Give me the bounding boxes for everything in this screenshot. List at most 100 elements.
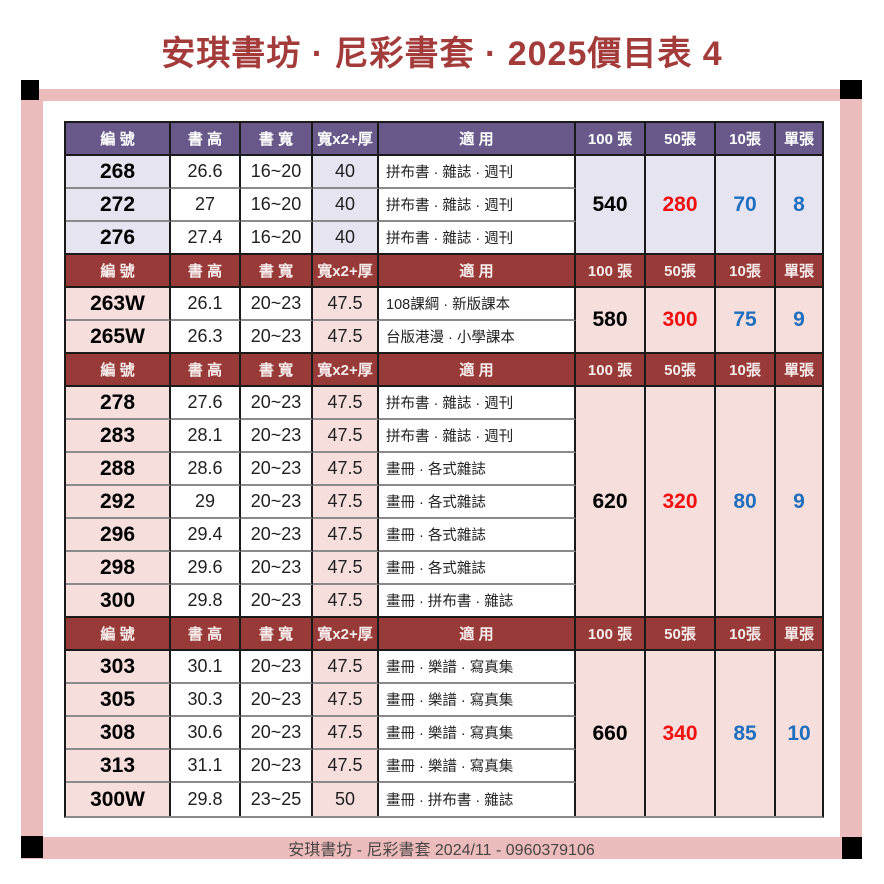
column-header: 編 號 — [66, 354, 171, 387]
price-p100-cell: 660 — [576, 651, 646, 816]
column-header: 書 寬 — [241, 354, 313, 387]
book-width-cell: 20~23 — [241, 453, 313, 486]
usage-cell: 畫冊 · 各式雜誌 — [379, 519, 576, 552]
item-code-cell: 296 — [66, 519, 171, 552]
column-header: 50張 — [646, 354, 716, 387]
item-code-cell: 308 — [66, 717, 171, 750]
price-p10-cell: 70 — [716, 156, 776, 255]
book-height-cell: 26.1 — [171, 288, 241, 321]
column-header: 適 用 — [379, 618, 576, 651]
book-height-cell: 29.8 — [171, 783, 241, 816]
book-width-cell: 20~23 — [241, 420, 313, 453]
item-code-cell: 283 — [66, 420, 171, 453]
column-header: 書 高 — [171, 354, 241, 387]
item-code-cell: 313 — [66, 750, 171, 783]
column-header: 寬x2+厚 — [313, 354, 379, 387]
corner-mark-bottom-right — [842, 837, 862, 859]
book-width-cell: 16~20 — [241, 222, 313, 255]
book-height-cell: 31.1 — [171, 750, 241, 783]
price-p10-cell: 75 — [716, 288, 776, 354]
width2-thickness-cell: 47.5 — [313, 486, 379, 519]
usage-cell: 拼布書 · 雜誌 · 週刊 — [379, 420, 576, 453]
width2-thickness-cell: 47.5 — [313, 585, 379, 618]
item-code-cell: 298 — [66, 552, 171, 585]
book-height-cell: 30.1 — [171, 651, 241, 684]
column-header: 50張 — [646, 618, 716, 651]
column-header: 100 張 — [576, 255, 646, 288]
item-code-cell: 303 — [66, 651, 171, 684]
column-header: 書 寬 — [241, 123, 313, 156]
width2-thickness-cell: 40 — [313, 222, 379, 255]
column-header: 50張 — [646, 123, 716, 156]
book-width-cell: 20~23 — [241, 321, 313, 354]
price-p1-cell: 10 — [776, 651, 822, 816]
column-header: 10張 — [716, 618, 776, 651]
book-height-cell: 30.6 — [171, 717, 241, 750]
book-height-cell: 28.1 — [171, 420, 241, 453]
width2-thickness-cell: 47.5 — [313, 420, 379, 453]
width2-thickness-cell: 47.5 — [313, 519, 379, 552]
item-code-cell: 265W — [66, 321, 171, 354]
width2-thickness-cell: 47.5 — [313, 552, 379, 585]
book-height-cell: 27.6 — [171, 387, 241, 420]
book-height-cell: 27.4 — [171, 222, 241, 255]
usage-cell: 畫冊 · 各式雜誌 — [379, 552, 576, 585]
width2-thickness-cell: 47.5 — [313, 651, 379, 684]
price-p100-cell: 540 — [576, 156, 646, 255]
frame-top-band — [21, 89, 862, 101]
book-width-cell: 20~23 — [241, 585, 313, 618]
width2-thickness-cell: 47.5 — [313, 453, 379, 486]
usage-cell: 畫冊 · 拼布書 · 雜誌 — [379, 783, 576, 816]
width2-thickness-cell: 40 — [313, 189, 379, 222]
book-width-cell: 20~23 — [241, 552, 313, 585]
usage-cell: 畫冊 · 拼布書 · 雜誌 — [379, 585, 576, 618]
book-height-cell: 26.3 — [171, 321, 241, 354]
width2-thickness-cell: 47.5 — [313, 321, 379, 354]
column-header: 書 高 — [171, 255, 241, 288]
width2-thickness-cell: 47.5 — [313, 684, 379, 717]
price-p10-cell: 85 — [716, 651, 776, 816]
book-width-cell: 20~23 — [241, 750, 313, 783]
width2-thickness-cell: 40 — [313, 156, 379, 189]
book-width-cell: 20~23 — [241, 717, 313, 750]
price-p50-cell: 340 — [646, 651, 716, 816]
book-height-cell: 29.8 — [171, 585, 241, 618]
usage-cell: 畫冊 · 樂譜 · 寫真集 — [379, 684, 576, 717]
price-p50-cell: 320 — [646, 387, 716, 618]
column-header: 書 寬 — [241, 255, 313, 288]
column-header: 10張 — [716, 255, 776, 288]
usage-cell: 拼布書 · 雜誌 · 週刊 — [379, 156, 576, 189]
item-code-cell: 300W — [66, 783, 171, 816]
column-header: 編 號 — [66, 618, 171, 651]
corner-mark-top-left — [21, 80, 39, 100]
book-width-cell: 20~23 — [241, 651, 313, 684]
footer-band: 安琪書坊 - 尼彩書套 2024/11 - 0960379106 — [21, 837, 862, 859]
column-header: 寬x2+厚 — [313, 255, 379, 288]
column-header: 書 高 — [171, 123, 241, 156]
price-p10-cell: 80 — [716, 387, 776, 618]
usage-cell: 畫冊 · 樂譜 · 寫真集 — [379, 651, 576, 684]
column-header: 適 用 — [379, 354, 576, 387]
price-p50-cell: 300 — [646, 288, 716, 354]
book-height-cell: 26.6 — [171, 156, 241, 189]
book-height-cell: 29.6 — [171, 552, 241, 585]
usage-cell: 拼布書 · 雜誌 · 週刊 — [379, 387, 576, 420]
column-header: 單張 — [776, 123, 822, 156]
book-width-cell: 20~23 — [241, 288, 313, 321]
width2-thickness-cell: 50 — [313, 783, 379, 816]
column-header: 100 張 — [576, 123, 646, 156]
usage-cell: 畫冊 · 各式雜誌 — [379, 453, 576, 486]
column-header: 10張 — [716, 123, 776, 156]
item-code-cell: 263W — [66, 288, 171, 321]
column-header: 100 張 — [576, 618, 646, 651]
item-code-cell: 276 — [66, 222, 171, 255]
book-width-cell: 20~23 — [241, 486, 313, 519]
column-header: 寬x2+厚 — [313, 618, 379, 651]
column-header: 適 用 — [379, 123, 576, 156]
column-header: 10張 — [716, 354, 776, 387]
column-header: 編 號 — [66, 255, 171, 288]
book-width-cell: 20~23 — [241, 387, 313, 420]
frame-left-band — [21, 101, 43, 837]
column-header: 寬x2+厚 — [313, 123, 379, 156]
